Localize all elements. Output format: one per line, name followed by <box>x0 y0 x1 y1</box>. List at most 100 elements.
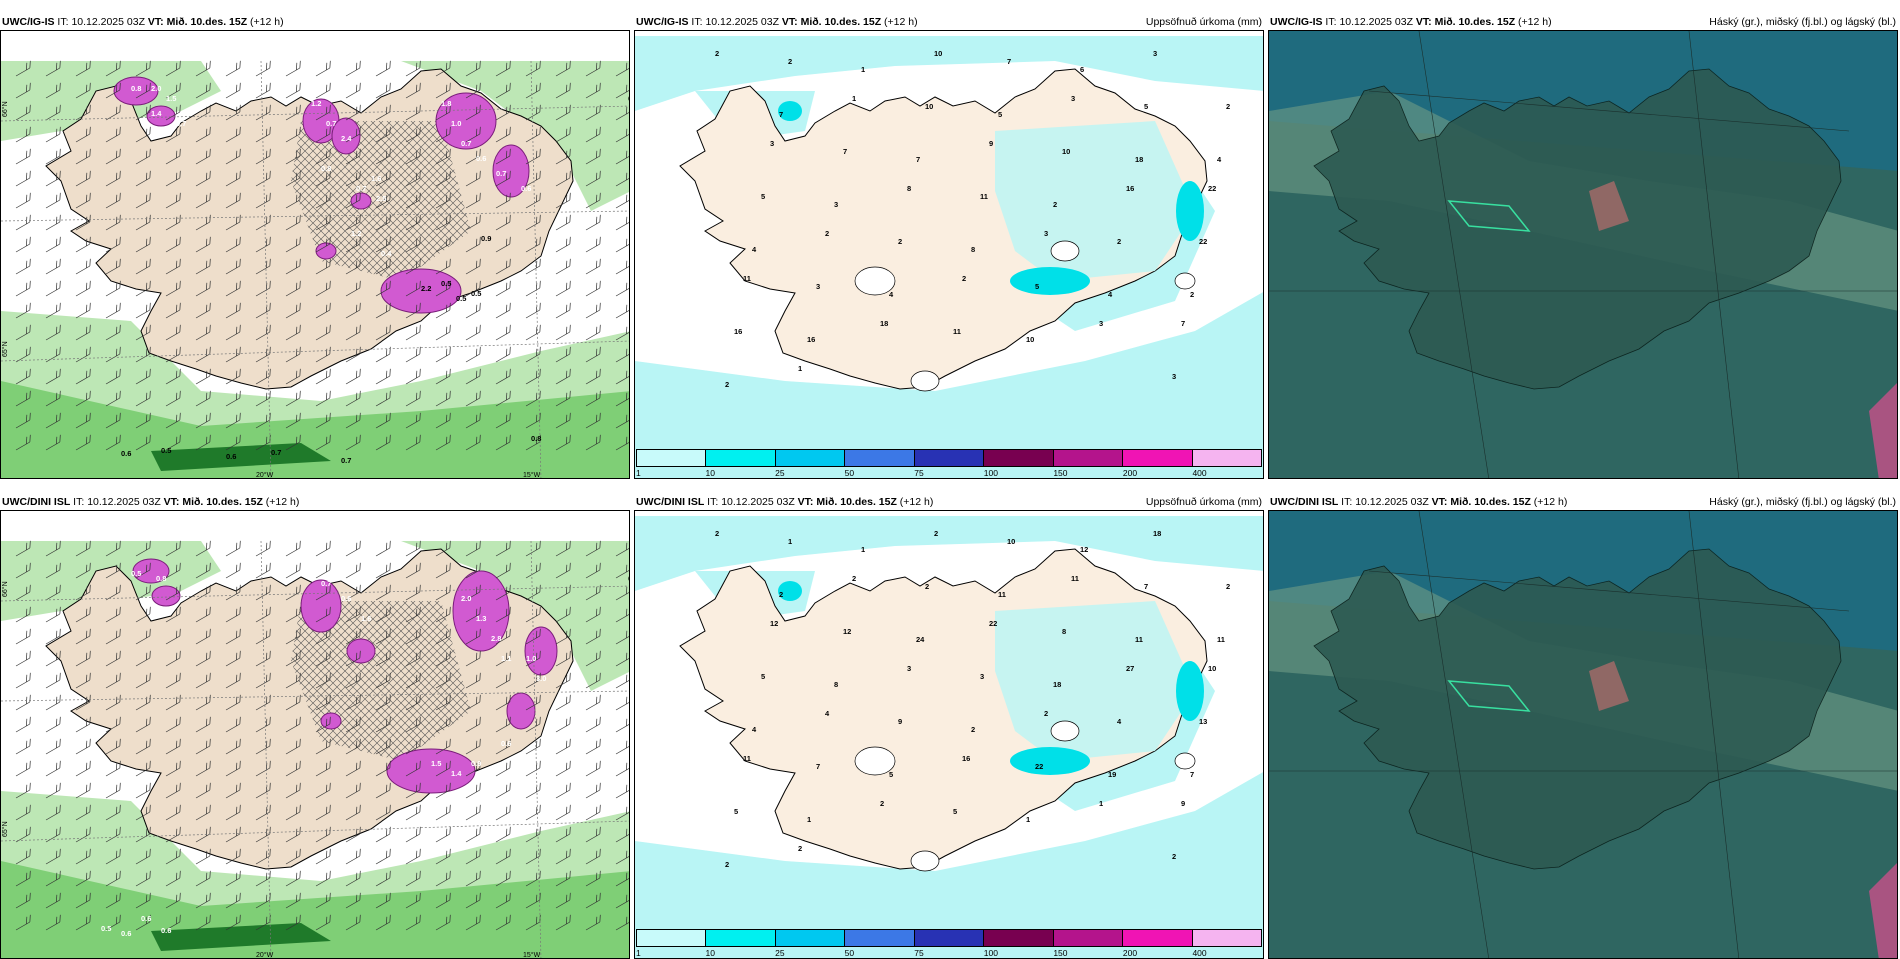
precip-value: 3 <box>1172 372 1176 381</box>
cloud-map-canvas <box>1269 511 1897 958</box>
cloud-map[interactable] <box>1268 30 1898 479</box>
panel-title: UWC/DINI ISL IT: 10.12.2025 03Z VT: Mið.… <box>1270 496 1568 508</box>
wind-barb <box>345 694 361 711</box>
wind-barb <box>225 606 241 623</box>
wind-barb <box>255 104 271 121</box>
snow-value: 2.8 <box>491 634 501 643</box>
precip-value: 2 <box>788 57 792 66</box>
precip-value: 18 <box>880 319 888 328</box>
wind-barb <box>405 302 421 319</box>
cloud-map[interactable] <box>1268 510 1898 959</box>
graticule-line <box>530 60 542 478</box>
wind-barb <box>15 804 31 821</box>
precip-map[interactable]: 2 1 1 2 10 12 18 2 2 2 2 11 11 7 11 12 12 24 22 8 11 10 5 8 3 3 18… <box>634 510 1264 959</box>
wind-barb <box>75 606 91 623</box>
wind-barb <box>315 434 331 451</box>
colorbar-swatch <box>845 930 915 946</box>
wind-barb <box>45 192 61 209</box>
precip-value: 2 <box>852 574 856 583</box>
precip-value: 3 <box>816 282 820 291</box>
wind-barb <box>15 650 31 667</box>
wind-barb <box>285 60 301 77</box>
wind-barb <box>135 148 151 165</box>
wind-barb <box>405 434 421 451</box>
wind-barb <box>525 390 541 407</box>
wind-barb <box>315 148 331 165</box>
wind-barb <box>375 650 391 667</box>
iceland-land <box>1313 548 1842 870</box>
precip-value: 11 <box>980 192 988 201</box>
wind-barb <box>435 848 451 865</box>
wind-barb <box>495 236 511 253</box>
wind-barb <box>15 170 31 187</box>
precip-map[interactable]: 2 2 1 10 7 6 3 2 7 1 10 5 3 5 4 3 7 7 9 10 18 22 5 3 8 11 2 16 22 4 2 2… <box>634 30 1264 479</box>
wind-barb <box>285 126 301 143</box>
wind-barb <box>195 324 211 341</box>
wind-barb <box>345 892 361 909</box>
wind-barb <box>495 562 511 579</box>
precip-value: 4 <box>1117 717 1122 726</box>
wind-barb <box>435 214 451 231</box>
wind-barb <box>165 738 181 755</box>
precip-value: 1 <box>1026 815 1030 824</box>
wind-barb <box>375 870 391 887</box>
colorbar-tick: 1 <box>636 468 641 478</box>
wind-barb <box>105 192 121 209</box>
wind-barb <box>375 804 391 821</box>
wind-barb <box>105 60 121 77</box>
wind-barb <box>315 258 331 275</box>
wind-barb <box>15 540 31 557</box>
precip-value: 5 <box>1035 282 1039 291</box>
wind-barb <box>75 584 91 601</box>
wind-barb <box>375 782 391 799</box>
wind-barb <box>15 236 31 253</box>
wind-barb <box>255 694 271 711</box>
precip-value: 22 <box>1199 237 1207 246</box>
wind-barb <box>75 368 91 385</box>
wind-barb <box>405 214 421 231</box>
wind-barb <box>225 434 241 451</box>
wind-barb <box>135 82 151 99</box>
colorbar-swatch <box>845 450 915 466</box>
wind-barb <box>225 914 241 931</box>
precip-value: 2 <box>1044 709 1048 718</box>
snow-value: 0.7 <box>271 448 281 457</box>
glacier <box>910 370 940 392</box>
wind-barb <box>285 782 301 799</box>
wind-barb <box>585 804 601 821</box>
precip-value: 2 <box>1172 852 1176 861</box>
wind-barb <box>165 914 181 931</box>
wind-barb <box>585 584 601 601</box>
precip-value: 5 <box>734 807 738 816</box>
wind-barb <box>285 584 301 601</box>
wind-barb <box>555 126 571 143</box>
wind-barb <box>105 540 121 557</box>
wind-barb <box>285 104 301 121</box>
wind-barb <box>615 194 629 209</box>
precip-value: 5 <box>761 192 765 201</box>
wind-barb <box>315 716 331 733</box>
wind-barb <box>555 346 571 363</box>
wind-barb <box>315 650 331 667</box>
wind-barb <box>345 716 361 733</box>
precip-value: 18 <box>1053 680 1061 689</box>
wind-barb <box>375 148 391 165</box>
snow-map[interactable]: 66°N 65°N 20°W 15°W 66°N 0.5 0.8 0.7 0.6 1.6 2.0 1.… <box>0 510 630 959</box>
wind-barb <box>345 848 361 865</box>
wind-barb <box>465 126 481 143</box>
wind-barb <box>195 280 211 297</box>
wind-barb <box>75 324 91 341</box>
wind-barb <box>585 716 601 733</box>
wind-barb <box>75 694 91 711</box>
graticule-line <box>260 540 272 958</box>
snow-value: 1.6 <box>361 614 371 623</box>
precip-value: 13 <box>1199 717 1207 726</box>
snow-map[interactable]: 66°N 65°N 20°W 15°W 66°N 0.8 2.0 1.5 1.4 0.7 1.2 0.… <box>0 30 630 479</box>
colorbar-swatch <box>775 450 846 466</box>
snow-value: 0.8 <box>156 574 166 583</box>
wind-barb <box>405 804 421 821</box>
wind-barb <box>435 804 451 821</box>
wind-barb <box>135 804 151 821</box>
precip-value: 2 <box>971 725 975 734</box>
wind-barb <box>195 760 211 777</box>
